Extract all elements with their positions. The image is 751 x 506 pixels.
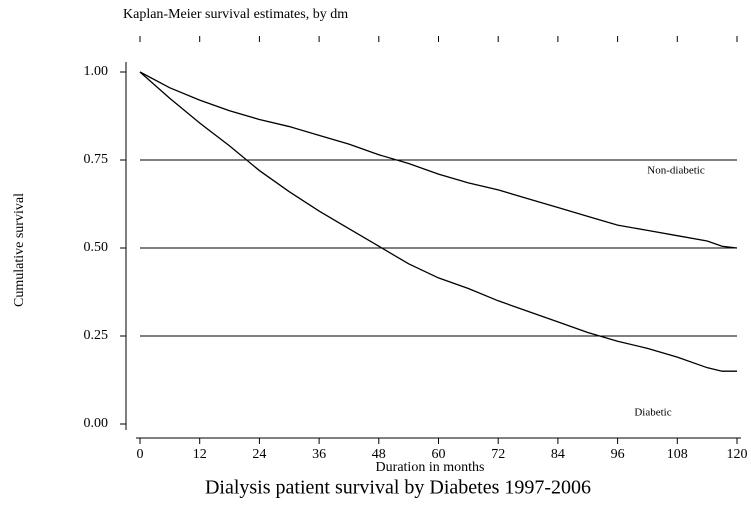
x-tick-label: 24 — [252, 447, 266, 462]
y-tick-label: 0.75 — [84, 152, 109, 167]
chart-caption: Dialysis patient survival by Diabetes 19… — [205, 477, 591, 499]
x-tick-label: 120 — [727, 447, 748, 462]
x-tick-label: 60 — [432, 447, 446, 462]
x-tick-label: 36 — [312, 447, 326, 462]
x-tick-label: 0 — [137, 447, 144, 462]
chart-title: Kaplan-Meier survival estimates, by dm — [123, 7, 348, 22]
x-tick-label: 48 — [372, 447, 386, 462]
series-label: Non-diabetic — [647, 165, 705, 177]
x-tick-label: 108 — [667, 447, 688, 462]
series-line — [139, 71, 737, 372]
y-tick-label: 0.50 — [84, 240, 109, 255]
x-tick-label: 72 — [491, 447, 505, 462]
y-axis-label: Cumulative survival — [12, 193, 27, 307]
x-tick-label: 12 — [193, 447, 207, 462]
series-label: Diabetic — [634, 407, 671, 419]
y-tick-label: 1.00 — [84, 64, 109, 79]
series-line — [139, 71, 738, 249]
x-axis-label: Duration in months — [376, 460, 485, 475]
y-tick-label: 0.00 — [84, 416, 109, 431]
x-tick-label: 84 — [551, 447, 565, 462]
y-tick-label: 0.25 — [84, 328, 109, 343]
x-tick-label: 96 — [611, 447, 625, 462]
